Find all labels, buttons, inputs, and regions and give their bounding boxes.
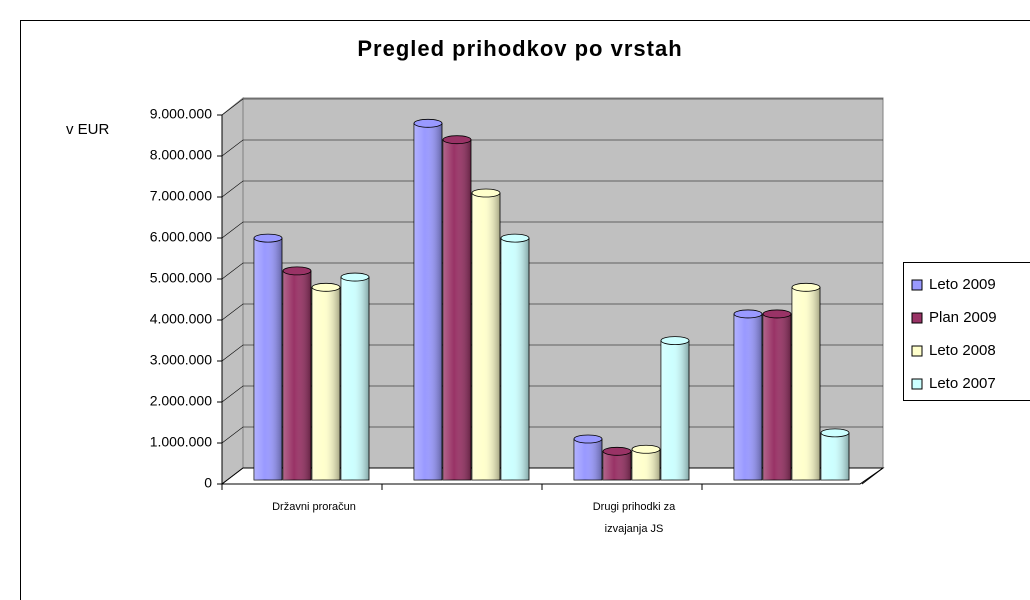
legend-box bbox=[903, 262, 1030, 401]
side-wall bbox=[221, 96, 244, 486]
bar-top bbox=[471, 188, 501, 198]
chart-title: Pregled prihodkov po vrstah bbox=[357, 36, 682, 61]
bar-shade bbox=[763, 313, 791, 480]
bar-shade bbox=[443, 139, 471, 480]
bar-top bbox=[282, 266, 312, 276]
bar-shade bbox=[821, 432, 849, 480]
legend-swatch bbox=[911, 279, 923, 291]
bar-shade bbox=[632, 449, 660, 480]
bar-shade bbox=[501, 238, 529, 480]
grid-line bbox=[221, 98, 883, 116]
bar-top bbox=[413, 118, 443, 128]
bar-top bbox=[733, 309, 763, 319]
bar-top bbox=[762, 309, 792, 319]
legend-label: Leto 2008 bbox=[929, 342, 996, 359]
bar-shade bbox=[734, 313, 762, 480]
grid-line bbox=[221, 262, 883, 280]
bar-shade bbox=[254, 238, 282, 480]
y-tick-label: 4.000.000 bbox=[150, 311, 212, 327]
legend-label: Leto 2009 bbox=[929, 276, 996, 293]
y-tick-label: 9.000.000 bbox=[150, 106, 212, 122]
y-tick-label: 2.000.000 bbox=[150, 393, 212, 409]
y-tick-label: 1.000.000 bbox=[150, 434, 212, 450]
grid-line bbox=[221, 221, 883, 239]
grid-line bbox=[221, 180, 883, 198]
bar-top bbox=[500, 233, 530, 243]
bar-shade bbox=[661, 340, 689, 480]
bar-top bbox=[660, 336, 690, 346]
legend-label: Plan 2009 bbox=[929, 309, 997, 326]
y-axis-label: v EUR bbox=[66, 121, 110, 138]
bar-top bbox=[311, 282, 341, 292]
legend-label: Leto 2007 bbox=[929, 375, 996, 392]
legend-swatch bbox=[911, 312, 923, 324]
legend-swatch bbox=[911, 345, 923, 357]
bar-shade bbox=[603, 451, 631, 480]
grid-line bbox=[221, 139, 883, 157]
y-tick-label: 3.000.000 bbox=[150, 352, 212, 368]
y-tick-label: 0 bbox=[204, 475, 212, 491]
x-tick-label: Državni proračun bbox=[272, 501, 356, 513]
bar-shade bbox=[414, 123, 442, 481]
x-tick-label: Drugi prihodki za izvajanja JS bbox=[592, 501, 676, 535]
bar-top bbox=[442, 135, 472, 145]
legend: Leto 2009 Plan 2009 Leto 2008 Leto 2007 bbox=[903, 262, 1030, 401]
bar-top bbox=[253, 233, 283, 243]
bar-shade bbox=[312, 287, 340, 480]
y-tick-label: 5.000.000 bbox=[150, 270, 212, 286]
bar-shade bbox=[341, 277, 369, 480]
y-tick-label: 7.000.000 bbox=[150, 188, 212, 204]
bar-shade bbox=[283, 270, 311, 480]
x-tick bbox=[861, 467, 884, 485]
bar-top bbox=[791, 282, 821, 292]
bar-top bbox=[820, 428, 850, 438]
bar-shade bbox=[472, 193, 500, 480]
bar-top bbox=[340, 272, 370, 282]
y-tick-label: 6.000.000 bbox=[150, 229, 212, 245]
bar-top bbox=[631, 444, 661, 454]
bar-top bbox=[573, 434, 603, 444]
grid-line bbox=[221, 303, 883, 321]
bar-shade bbox=[574, 439, 602, 480]
bar-top bbox=[602, 446, 632, 456]
bar-shade bbox=[792, 287, 820, 480]
y-tick-label: 8.000.000 bbox=[150, 147, 212, 163]
legend-swatch bbox=[911, 378, 923, 390]
